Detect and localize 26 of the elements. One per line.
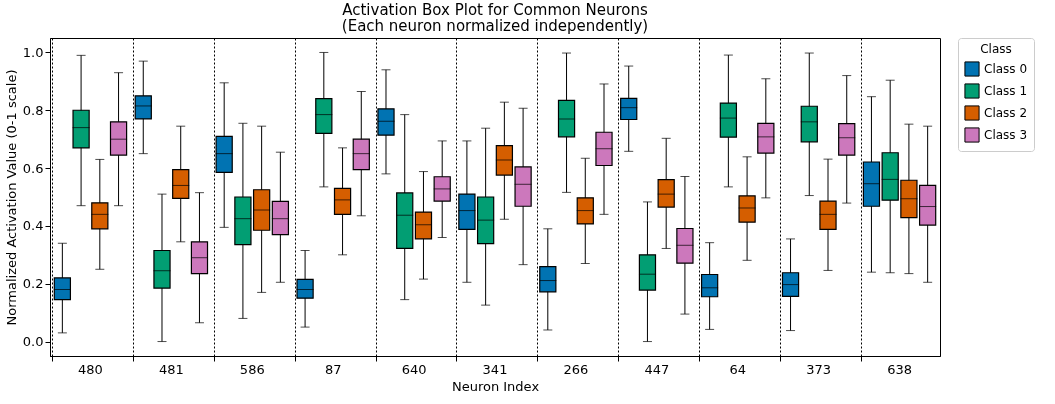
x-tick-label: 586 [239, 361, 265, 377]
y-tick-label: 0.8 [22, 102, 44, 118]
legend-label: Class 1 [984, 84, 1028, 98]
legend-label: Class 0 [984, 62, 1028, 76]
y-tick-label: 0.2 [22, 276, 44, 292]
y-tick-label: 1.0 [22, 44, 44, 60]
x-axis-title: Neuron Index [451, 378, 540, 394]
legend-label: Class 3 [984, 128, 1028, 142]
x-tick-label: 481 [158, 361, 184, 377]
legend-title: Class [980, 42, 1012, 56]
x-tick-label: 373 [806, 361, 832, 377]
y-tick-label: 0.4 [22, 218, 44, 234]
y-tick-label: 0.0 [22, 334, 44, 350]
y-tick-label: 0.6 [22, 160, 44, 176]
chart-subtitle: (Each neuron normalized independently) [341, 16, 649, 35]
x-tick-label: 480 [78, 361, 103, 377]
x-tick-label: 87 [324, 361, 342, 377]
x-tick-label: 266 [563, 361, 589, 377]
x-tick-label: 638 [887, 361, 912, 377]
x-tick-label: 640 [401, 361, 427, 377]
y-axis-title: Normalized Activation Value (0-1 scale) [3, 69, 19, 326]
x-tick-label: 447 [644, 361, 670, 377]
chart-title: Activation Box Plot for Common Neurons [342, 0, 648, 19]
x-tick-label: 64 [729, 361, 746, 377]
x-tick-label: 341 [482, 361, 508, 377]
legend-label: Class 2 [984, 106, 1028, 120]
